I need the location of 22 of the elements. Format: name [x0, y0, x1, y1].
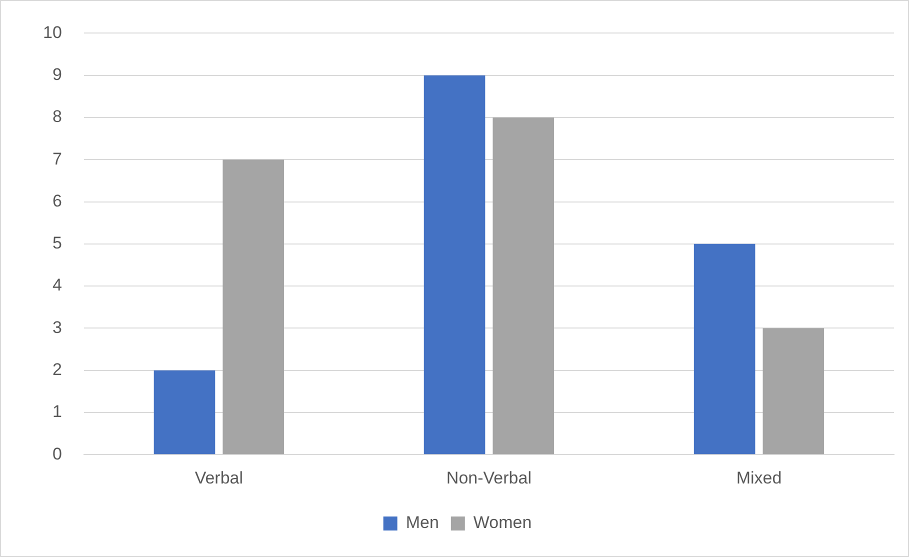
y-tick-label: 7 — [52, 149, 62, 168]
y-tick-label: 8 — [52, 107, 62, 126]
y-tick-label: 0 — [52, 444, 62, 464]
legend-label: Women — [473, 513, 532, 532]
y-tick-label: 10 — [42, 22, 62, 42]
bar — [762, 328, 824, 454]
bar — [492, 117, 554, 454]
bar — [424, 75, 486, 454]
y-tick-label: 3 — [52, 318, 62, 337]
y-tick-label: 1 — [52, 402, 62, 422]
x-tick-label: Verbal — [194, 468, 244, 488]
y-tick-label: 5 — [52, 234, 62, 253]
bar — [154, 370, 216, 454]
y-tick-label: 9 — [52, 65, 62, 84]
y-tick-label: 6 — [52, 191, 62, 210]
bar — [694, 244, 756, 454]
bar — [222, 160, 284, 454]
y-tick-label: 4 — [52, 276, 62, 295]
legend-label: Men — [406, 513, 439, 532]
x-tick-label: Mixed — [736, 468, 782, 488]
x-tick-label: Non-Verbal — [446, 468, 532, 488]
y-tick-label: 2 — [52, 360, 62, 380]
